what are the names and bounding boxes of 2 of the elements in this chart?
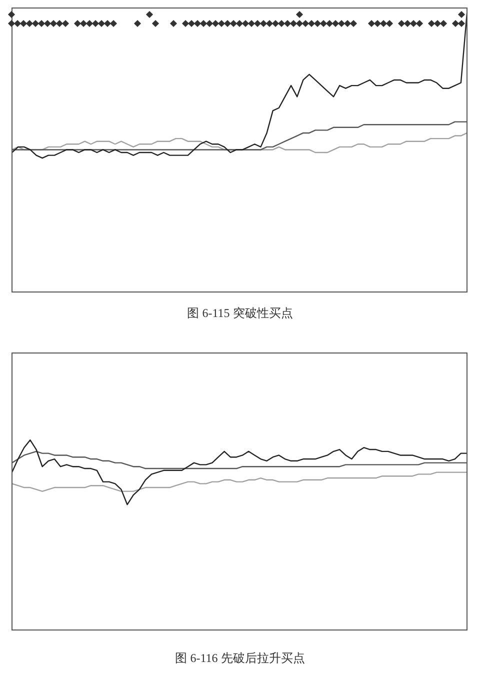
text: 图 6-116 先破后拉升买点 [174, 650, 306, 667]
text: 图 6-115 突破性买点 [186, 305, 294, 322]
